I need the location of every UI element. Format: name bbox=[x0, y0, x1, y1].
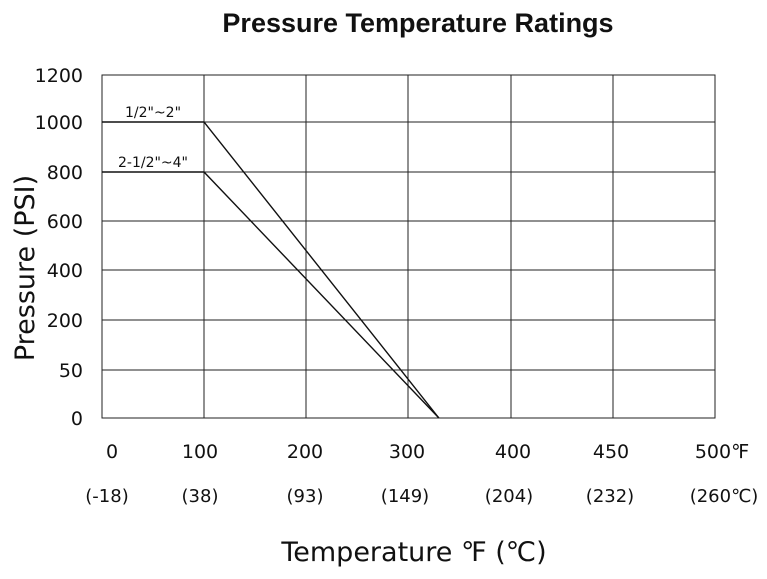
y-tick-label: 1200 bbox=[35, 65, 83, 87]
x-tick-label-celsius: (260℃) bbox=[690, 486, 759, 507]
x-tick-label-celsius: (232) bbox=[586, 486, 634, 507]
x-tick-label: 0 bbox=[106, 441, 118, 463]
x-tick-label: 450 bbox=[593, 441, 629, 463]
y-tick-label: 600 bbox=[47, 211, 83, 233]
x-tick-label-celsius: (93) bbox=[287, 486, 324, 507]
y-tick-label: 400 bbox=[47, 260, 83, 282]
y-axis-label: Pressure (PSI) bbox=[10, 175, 41, 361]
x-tick-label: 400 bbox=[495, 441, 531, 463]
y-tick-label: 800 bbox=[47, 162, 83, 184]
x-tick-label: 300 bbox=[389, 441, 425, 463]
series-label: 2-1/2"~4" bbox=[118, 155, 188, 171]
x-tick-label-celsius: (204) bbox=[485, 486, 533, 507]
chart-title: Pressure Temperature Ratings bbox=[222, 8, 613, 38]
x-tick-label: 500℉ bbox=[695, 441, 749, 463]
y-tick-label: 1000 bbox=[35, 112, 83, 134]
plot-frame bbox=[101, 74, 716, 419]
x-axis-label: Temperature ℉ (℃) bbox=[280, 537, 546, 568]
y-tick-label: 200 bbox=[47, 310, 83, 332]
x-tick-label: 200 bbox=[287, 441, 323, 463]
series-line bbox=[102, 121, 440, 419]
x-tick-label: 100 bbox=[182, 441, 218, 463]
plot-area: 0 50 200 400 600 800 1000 1200 0 100 200 300 400 450 5… bbox=[35, 65, 759, 507]
y-tick-label: 0 bbox=[71, 408, 83, 430]
x-tick-label-celsius: (149) bbox=[381, 486, 429, 507]
series-line bbox=[102, 171, 440, 419]
series-label: 1/2"~2" bbox=[125, 105, 181, 121]
y-tick-label: 50 bbox=[59, 360, 83, 382]
x-tick-label-celsius: (-18) bbox=[85, 486, 128, 507]
x-tick-label-celsius: (38) bbox=[182, 486, 219, 507]
